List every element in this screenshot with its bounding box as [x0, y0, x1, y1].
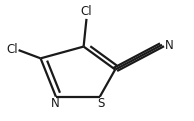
Text: S: S: [97, 97, 105, 110]
Text: N: N: [51, 97, 59, 110]
Text: N: N: [165, 39, 174, 52]
Text: Cl: Cl: [6, 43, 18, 56]
Text: Cl: Cl: [81, 5, 92, 18]
